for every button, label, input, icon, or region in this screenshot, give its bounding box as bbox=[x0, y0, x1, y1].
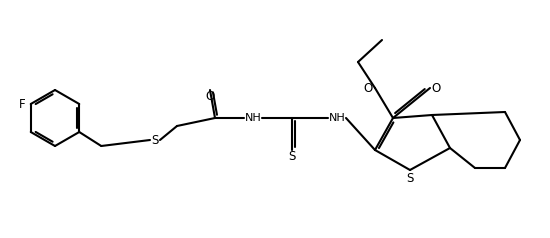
Text: O: O bbox=[364, 81, 373, 94]
Text: O: O bbox=[431, 81, 441, 94]
Text: F: F bbox=[19, 98, 25, 110]
Text: NH: NH bbox=[245, 113, 261, 123]
Text: S: S bbox=[288, 150, 296, 164]
Text: S: S bbox=[151, 134, 159, 147]
Text: O: O bbox=[205, 90, 214, 104]
Text: S: S bbox=[406, 172, 414, 184]
Text: NH: NH bbox=[329, 113, 345, 123]
